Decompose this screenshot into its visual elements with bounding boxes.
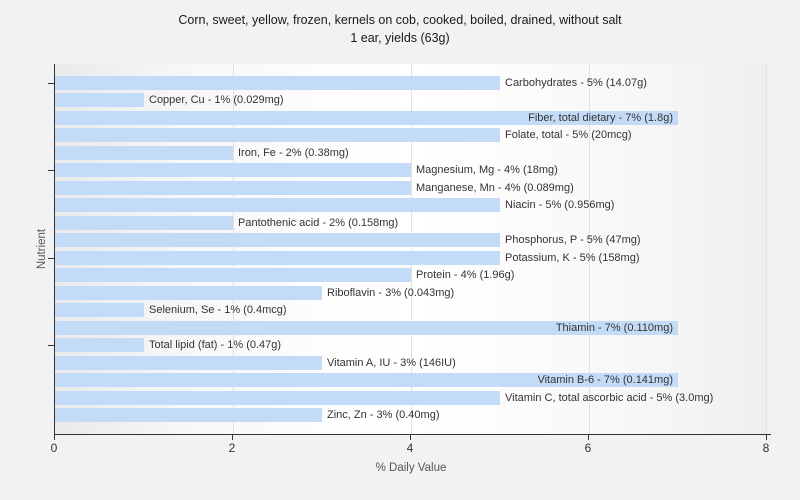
bar bbox=[55, 233, 500, 248]
bar bbox=[55, 198, 500, 213]
bar-row: Manganese, Mn - 4% (0.089mg) bbox=[55, 179, 767, 197]
chart-title-block: Corn, sweet, yellow, frozen, kernels on … bbox=[0, 11, 800, 47]
x-tick-2 bbox=[232, 435, 233, 440]
bar-label: Selenium, Se - 1% (0.4mcg) bbox=[149, 304, 287, 317]
bar bbox=[55, 390, 500, 405]
bar-row: Vitamin B-6 - 7% (0.141mg) bbox=[55, 372, 767, 390]
bar-row: Fiber, total dietary - 7% (1.8g) bbox=[55, 109, 767, 127]
bar bbox=[55, 408, 322, 423]
x-axis-title: % Daily Value bbox=[375, 462, 447, 474]
bar-label: Zinc, Zn - 3% (0.40mg) bbox=[327, 409, 440, 422]
x-tick-label-0: 0 bbox=[50, 441, 58, 455]
chart-subtitle: 1 ear, yields (63g) bbox=[350, 31, 450, 45]
x-tick-label-8: 8 bbox=[762, 441, 770, 455]
bar bbox=[55, 215, 233, 230]
bar-row: Pantothenic acid - 2% (0.158mg) bbox=[55, 214, 767, 232]
bar bbox=[55, 93, 144, 108]
y-tick bbox=[48, 258, 55, 259]
bar-label: Pantothenic acid - 2% (0.158mg) bbox=[238, 216, 399, 229]
bar bbox=[55, 75, 500, 90]
bar-label: Phosphorus, P - 5% (47mg) bbox=[505, 234, 641, 247]
bar bbox=[55, 110, 678, 125]
x-tick-6 bbox=[588, 435, 589, 440]
bar bbox=[55, 145, 233, 160]
y-tick bbox=[48, 345, 55, 346]
bar-row: Thiamin - 7% (0.110mg) bbox=[55, 319, 767, 337]
bar bbox=[55, 303, 144, 318]
x-tick-label-4: 4 bbox=[406, 441, 414, 455]
y-axis-title: Nutrient bbox=[36, 228, 48, 270]
bar-row: Iron, Fe - 2% (0.38mg) bbox=[55, 144, 767, 162]
bar bbox=[55, 163, 411, 178]
bar-row: Potassium, K - 5% (158mg) bbox=[55, 249, 767, 267]
gridline-x-8 bbox=[766, 64, 767, 434]
bar bbox=[55, 320, 678, 335]
bar bbox=[55, 128, 500, 143]
y-tick bbox=[48, 170, 55, 171]
bar bbox=[55, 180, 411, 195]
gridline-x-6 bbox=[589, 64, 590, 434]
bar-label: Thiamin - 7% (0.110mg) bbox=[555, 321, 673, 334]
bar bbox=[55, 250, 500, 265]
bar-row: Phosphorus, P - 5% (47mg) bbox=[55, 232, 767, 250]
bar-label: Riboflavin - 3% (0.043mg) bbox=[327, 286, 455, 299]
bar-label: Copper, Cu - 1% (0.029mg) bbox=[149, 94, 284, 107]
bar-row: Total lipid (fat) - 1% (0.47g) bbox=[55, 337, 767, 355]
x-axis-line bbox=[54, 434, 771, 435]
bar bbox=[55, 373, 678, 388]
bar-label: Fiber, total dietary - 7% (1.8g) bbox=[528, 111, 673, 124]
gridline-x-2 bbox=[233, 64, 234, 434]
bar-label: Carbohydrates - 5% (14.07g) bbox=[505, 76, 647, 89]
bar-label: Magnesium, Mg - 4% (18mg) bbox=[416, 164, 558, 177]
y-tick bbox=[48, 83, 55, 84]
bar-row: Selenium, Se - 1% (0.4mcg) bbox=[55, 302, 767, 320]
bar-label: Potassium, K - 5% (158mg) bbox=[505, 251, 640, 264]
bar bbox=[55, 355, 322, 370]
x-tick-label-6: 6 bbox=[584, 441, 592, 455]
bar-label: Folate, total - 5% (20mcg) bbox=[505, 129, 632, 142]
bar-label: Manganese, Mn - 4% (0.089mg) bbox=[416, 181, 574, 194]
y-axis-line bbox=[54, 64, 55, 434]
bar-row: Magnesium, Mg - 4% (18mg) bbox=[55, 162, 767, 180]
bar bbox=[55, 268, 411, 283]
bar-label: Total lipid (fat) - 1% (0.47g) bbox=[149, 339, 282, 352]
plot-area: Carbohydrates - 5% (14.07g) Copper, Cu - … bbox=[55, 64, 767, 434]
bar-label: Vitamin C, total ascorbic acid - 5% (3.0… bbox=[505, 391, 714, 404]
x-tick-label-2: 2 bbox=[228, 441, 236, 455]
x-tick-4 bbox=[410, 435, 411, 440]
bar-row: Protein - 4% (1.96g) bbox=[55, 267, 767, 285]
bar-label: Niacin - 5% (0.956mg) bbox=[505, 199, 615, 212]
chart-title: Corn, sweet, yellow, frozen, kernels on … bbox=[178, 13, 622, 27]
bar-row: Folate, total - 5% (20mcg) bbox=[55, 127, 767, 145]
bar bbox=[55, 285, 322, 300]
bar-row: Riboflavin - 3% (0.043mg) bbox=[55, 284, 767, 302]
bar-label: Vitamin B-6 - 7% (0.141mg) bbox=[537, 374, 673, 387]
x-tick-8 bbox=[766, 435, 767, 440]
bar-row: Zinc, Zn - 3% (0.40mg) bbox=[55, 407, 767, 425]
bar bbox=[55, 338, 144, 353]
bar-row: Niacin - 5% (0.956mg) bbox=[55, 197, 767, 215]
gridline-x-4 bbox=[411, 64, 412, 434]
bar-row: Carbohydrates - 5% (14.07g) bbox=[55, 74, 767, 92]
bar-row: Vitamin A, IU - 3% (146IU) bbox=[55, 354, 767, 372]
x-tick-0 bbox=[54, 435, 55, 440]
bar-label: Iron, Fe - 2% (0.38mg) bbox=[238, 146, 349, 159]
bar-row: Vitamin C, total ascorbic acid - 5% (3.0… bbox=[55, 389, 767, 407]
bar-row: Copper, Cu - 1% (0.029mg) bbox=[55, 92, 767, 110]
bar-label: Protein - 4% (1.96g) bbox=[416, 269, 515, 282]
bar-label: Vitamin A, IU - 3% (146IU) bbox=[327, 356, 456, 369]
